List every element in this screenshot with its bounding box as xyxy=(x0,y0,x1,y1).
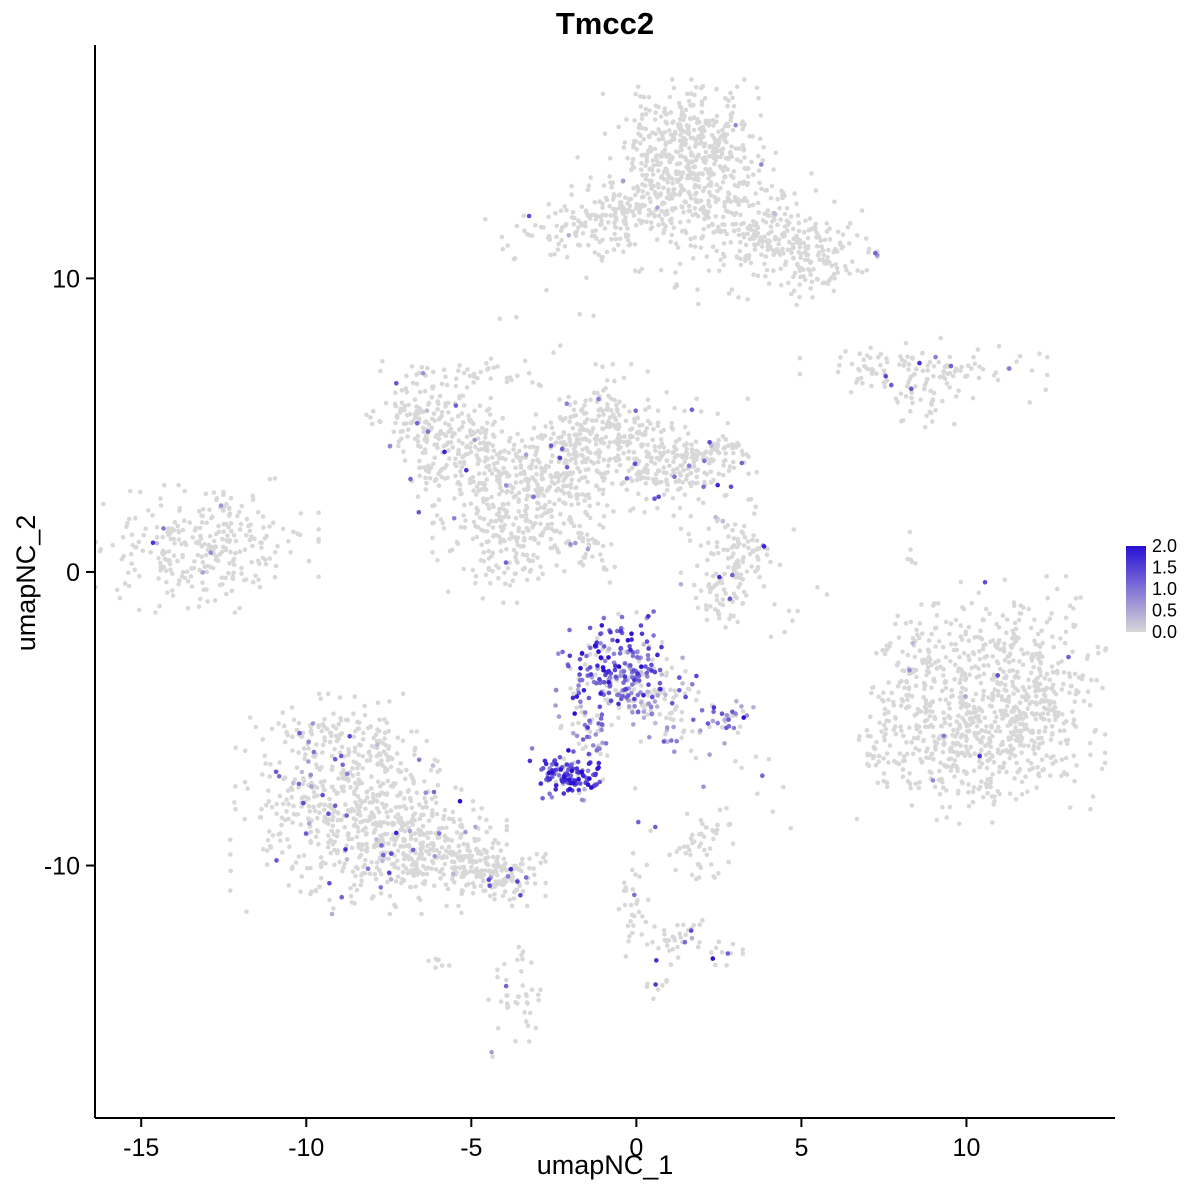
legend-tick-label: 1.0 xyxy=(1152,579,1177,599)
x-tick-label: 0 xyxy=(629,1134,643,1162)
y-tick-label: 10 xyxy=(52,265,80,293)
legend-tick-label: 0.5 xyxy=(1152,601,1177,621)
y-axis-title: umapNC_2 xyxy=(11,514,41,652)
axes: -15 -10 -5 0 5 10 -10 0 10 xyxy=(44,45,1115,1162)
x-tick-label: 5 xyxy=(794,1134,808,1162)
x-axis-title: umapNC_1 xyxy=(536,1150,674,1180)
legend-tick-label: 1.5 xyxy=(1152,558,1177,578)
y-tick-label: 0 xyxy=(66,559,80,587)
x-tick-label: -10 xyxy=(288,1134,324,1162)
x-tick-label: -5 xyxy=(460,1134,482,1162)
x-tick-label: 10 xyxy=(953,1134,981,1162)
plot-title: Tmcc2 xyxy=(555,6,655,41)
x-tick-label: -15 xyxy=(123,1134,159,1162)
legend-tick-label: 0.0 xyxy=(1152,622,1177,642)
legend-tick-label: 2.0 xyxy=(1152,536,1177,556)
legend: 2.01.51.00.50.0 xyxy=(1126,536,1177,642)
y-tick-label: -10 xyxy=(44,853,80,881)
legend-gradient-bar xyxy=(1126,546,1146,632)
points-layer xyxy=(93,77,1109,1060)
